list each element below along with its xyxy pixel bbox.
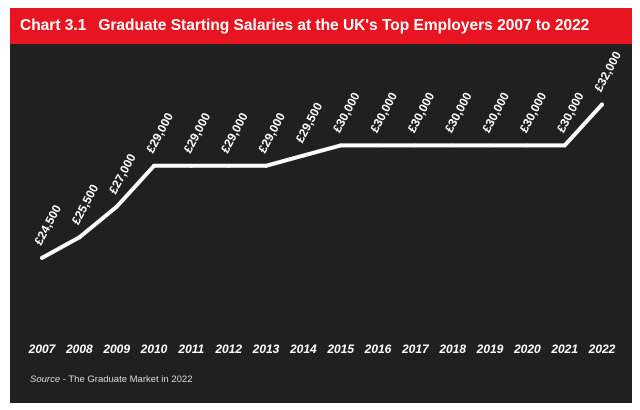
data-point-2013 bbox=[264, 163, 268, 168]
x-tick-2021: 2021 bbox=[550, 342, 578, 356]
chart-title: Graduate Starting Salaries at the UK's T… bbox=[98, 17, 590, 34]
data-label-2022: £32,000 bbox=[591, 49, 624, 94]
x-tick-2019: 2019 bbox=[476, 342, 504, 356]
data-point-2017 bbox=[413, 143, 418, 148]
data-label-2013: £29,000 bbox=[255, 110, 288, 155]
x-tick-2012: 2012 bbox=[214, 342, 242, 356]
data-point-2018 bbox=[450, 143, 455, 148]
data-point-2007 bbox=[40, 255, 44, 260]
x-tick-2022: 2022 bbox=[588, 342, 616, 356]
x-tick-2008: 2008 bbox=[65, 342, 93, 356]
data-point-2009 bbox=[114, 204, 119, 209]
data-label-2018: £30,000 bbox=[442, 90, 475, 135]
x-tick-2018: 2018 bbox=[438, 342, 466, 356]
chart-number-label: Chart 3.1 bbox=[20, 17, 87, 34]
line-chart: £24,500 £25,500£27,000£29,000 £29,000 £29,0… bbox=[28, 49, 625, 356]
source-note: Source - The Graduate Market in 2022 bbox=[30, 374, 192, 385]
data-label-2012: £29,000 bbox=[218, 110, 251, 155]
data-point-2019 bbox=[488, 143, 492, 148]
data-label-2020: £30,000 bbox=[517, 90, 550, 135]
x-tick-2013: 2013 bbox=[252, 342, 280, 356]
data-point-2012 bbox=[226, 163, 231, 168]
data-label-2011: £29,000 bbox=[181, 110, 214, 155]
x-tick-2016: 2016 bbox=[364, 342, 392, 356]
x-tick-2020: 2020 bbox=[513, 342, 541, 356]
data-label-2008: £25,500 bbox=[69, 182, 102, 227]
chart-header: Chart 3.1 Graduate Starting Salaries at … bbox=[10, 8, 632, 44]
data-label-2007: £24,500 bbox=[31, 202, 64, 247]
data-label-2015: £30,000 bbox=[330, 90, 363, 135]
data-point-2015 bbox=[338, 143, 343, 148]
salary-series-line bbox=[41, 103, 604, 260]
data-label-2010: £29,000 bbox=[143, 110, 176, 155]
x-tick-2014: 2014 bbox=[289, 342, 317, 356]
x-tick-2015: 2015 bbox=[326, 342, 354, 356]
data-point-2022 bbox=[600, 102, 604, 107]
x-tick-2009: 2009 bbox=[102, 342, 130, 356]
x-tick-2007: 2007 bbox=[28, 342, 57, 356]
x-tick-2010: 2010 bbox=[140, 342, 168, 356]
data-label-2017: £30,000 bbox=[405, 90, 438, 135]
chart-panel: £24,500 £25,500 £27,000 £29,000 £29,000 £29,0… bbox=[10, 44, 632, 403]
data-label-2016: £30,000 bbox=[367, 90, 400, 135]
data-point-2020 bbox=[525, 143, 530, 148]
data-label-2014: £29,500 bbox=[293, 100, 326, 145]
x-tick-2011: 2011 bbox=[177, 342, 204, 356]
data-point-2008 bbox=[77, 235, 82, 240]
data-point-2014 bbox=[301, 153, 306, 158]
source-text: - The Graduate Market in 2022 bbox=[60, 374, 193, 385]
x-tick-2017: 2017 bbox=[401, 342, 430, 356]
data-point-2016 bbox=[376, 143, 380, 148]
data-point-2011 bbox=[189, 163, 194, 168]
data-point-2021 bbox=[562, 143, 567, 148]
source-label: Source bbox=[30, 374, 61, 385]
data-point-2010 bbox=[152, 163, 156, 168]
data-label-2019: £30,000 bbox=[479, 90, 512, 135]
